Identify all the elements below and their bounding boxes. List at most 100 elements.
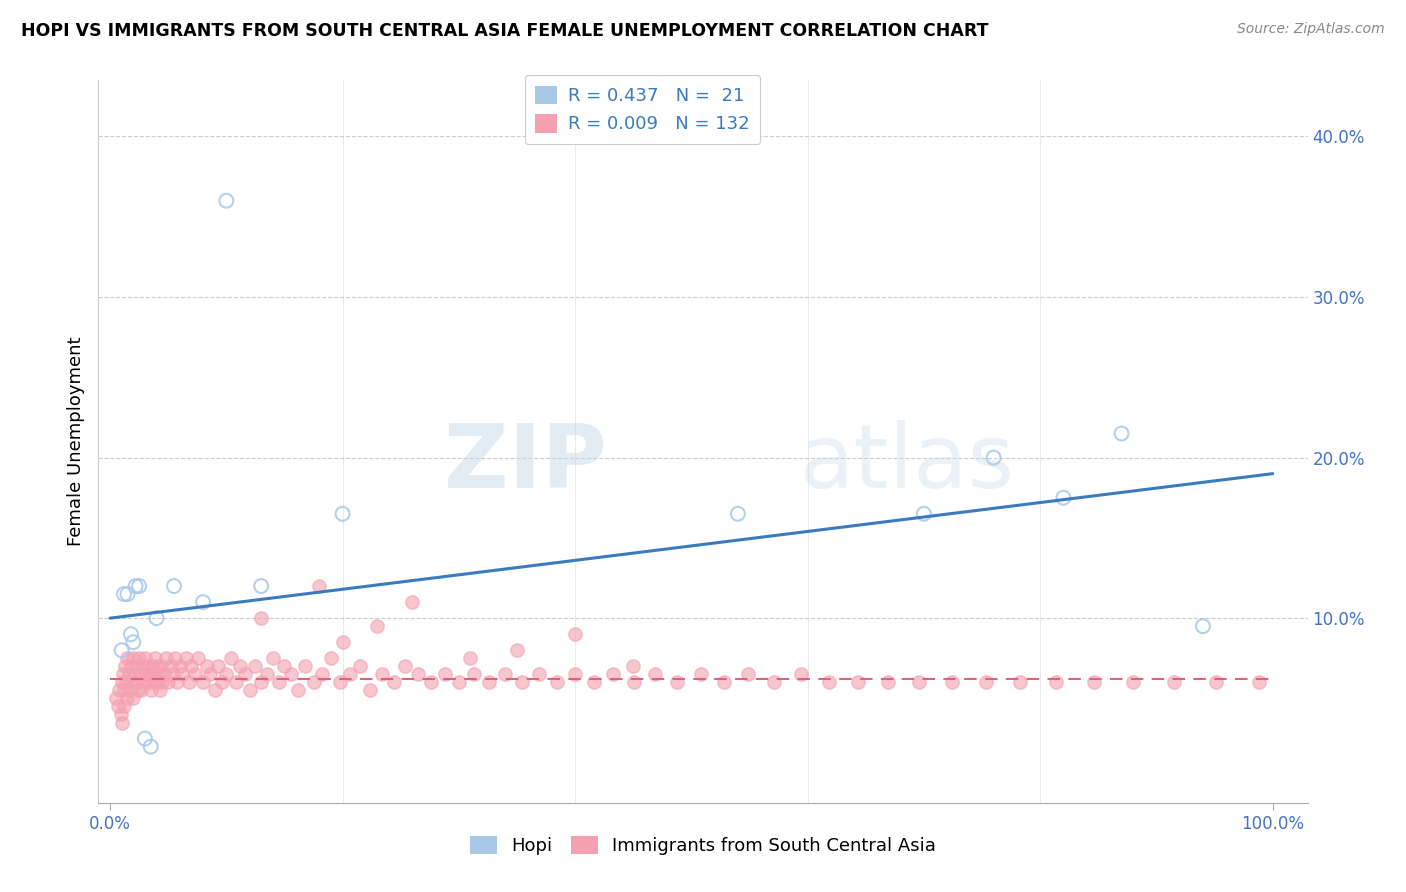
Point xyxy=(146,659,169,673)
Point xyxy=(941,675,963,690)
Point xyxy=(1083,675,1105,690)
Point xyxy=(339,667,361,681)
Point xyxy=(117,651,139,665)
Point xyxy=(447,675,470,690)
Point xyxy=(111,643,134,657)
Point xyxy=(120,659,142,673)
Point xyxy=(506,643,529,657)
Point xyxy=(433,667,456,681)
Point xyxy=(145,611,167,625)
Point xyxy=(120,627,142,641)
Point xyxy=(129,667,152,681)
Point xyxy=(150,659,173,673)
Point xyxy=(148,667,170,681)
Point xyxy=(349,659,371,673)
Point xyxy=(250,579,273,593)
Point xyxy=(564,627,586,641)
Point xyxy=(157,675,180,690)
Point xyxy=(239,683,262,698)
Text: ZIP: ZIP xyxy=(443,420,606,507)
Point xyxy=(124,579,146,593)
Point xyxy=(267,675,290,690)
Point xyxy=(117,587,139,601)
Point xyxy=(165,651,187,665)
Point xyxy=(762,675,785,690)
Point xyxy=(366,619,388,633)
Point xyxy=(118,667,141,681)
Point xyxy=(308,579,330,593)
Point xyxy=(135,667,157,681)
Point xyxy=(191,675,214,690)
Point xyxy=(127,683,149,698)
Point xyxy=(104,691,127,706)
Point xyxy=(152,667,174,681)
Point xyxy=(149,683,172,698)
Point xyxy=(401,595,423,609)
Point xyxy=(974,675,997,690)
Point xyxy=(229,659,252,673)
Point xyxy=(134,731,156,746)
Point xyxy=(204,683,226,698)
Point xyxy=(112,683,135,698)
Point xyxy=(172,667,194,681)
Point xyxy=(371,667,394,681)
Point xyxy=(510,675,533,690)
Point xyxy=(294,659,316,673)
Point xyxy=(225,675,247,690)
Point xyxy=(163,579,186,593)
Y-axis label: Female Unemployment: Female Unemployment xyxy=(66,337,84,546)
Point xyxy=(273,659,295,673)
Point xyxy=(134,651,156,665)
Point xyxy=(107,699,129,714)
Point xyxy=(132,675,155,690)
Point xyxy=(1010,675,1032,690)
Point xyxy=(138,675,160,690)
Point xyxy=(219,651,242,665)
Point xyxy=(131,683,153,698)
Point xyxy=(817,675,839,690)
Point xyxy=(122,651,145,665)
Point xyxy=(329,675,352,690)
Point xyxy=(1111,426,1133,441)
Point xyxy=(908,675,931,690)
Point xyxy=(128,579,150,593)
Point xyxy=(621,659,644,673)
Point xyxy=(211,675,233,690)
Legend: Hopi, Immigrants from South Central Asia: Hopi, Immigrants from South Central Asia xyxy=(463,829,943,863)
Point xyxy=(117,691,139,706)
Point xyxy=(111,675,134,690)
Point xyxy=(319,651,342,665)
Point xyxy=(666,675,689,690)
Point xyxy=(394,659,416,673)
Point xyxy=(250,611,273,625)
Point xyxy=(215,194,238,208)
Point xyxy=(166,675,188,690)
Point xyxy=(125,675,148,690)
Point xyxy=(420,675,443,690)
Point xyxy=(198,667,221,681)
Point xyxy=(141,659,163,673)
Point xyxy=(602,667,624,681)
Point xyxy=(115,675,138,690)
Point xyxy=(184,667,207,681)
Point xyxy=(145,651,167,665)
Point xyxy=(122,635,145,649)
Point xyxy=(112,699,135,714)
Point xyxy=(713,675,735,690)
Point xyxy=(191,595,214,609)
Point xyxy=(138,667,160,681)
Point xyxy=(1045,675,1067,690)
Point xyxy=(1192,619,1215,633)
Point xyxy=(564,667,586,681)
Point xyxy=(332,635,354,649)
Point xyxy=(463,667,485,681)
Point xyxy=(287,683,309,698)
Point xyxy=(332,507,354,521)
Point xyxy=(110,707,132,722)
Point xyxy=(159,659,181,673)
Point xyxy=(142,675,165,690)
Text: HOPI VS IMMIGRANTS FROM SOUTH CENTRAL ASIA FEMALE UNEMPLOYMENT CORRELATION CHART: HOPI VS IMMIGRANTS FROM SOUTH CENTRAL AS… xyxy=(21,22,988,40)
Point xyxy=(460,651,482,665)
Point xyxy=(121,675,143,690)
Point xyxy=(174,651,197,665)
